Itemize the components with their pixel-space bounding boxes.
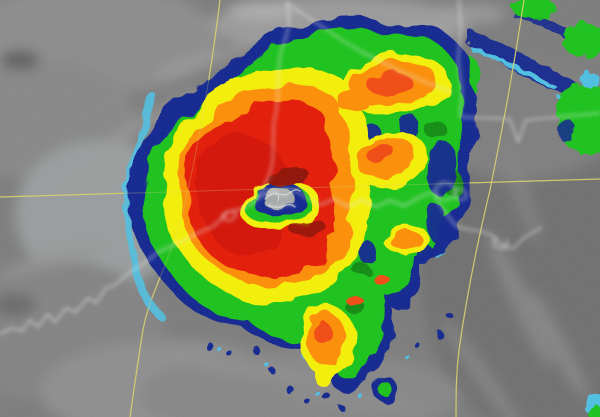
satellite-image-frame (0, 0, 600, 417)
sensor-grain (0, 0, 600, 417)
hurricane-satellite-image (0, 0, 600, 417)
